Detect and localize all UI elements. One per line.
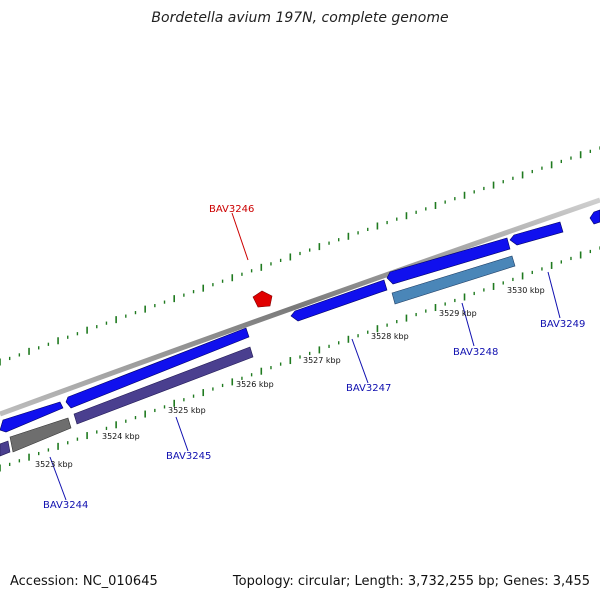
gene-arrow-bav3244-fwd[interactable] xyxy=(0,401,64,433)
leader-bav3247 xyxy=(351,338,369,384)
gene-label-bav3248[interactable]: BAV3248 xyxy=(453,347,498,358)
leader-bav3246 xyxy=(231,212,249,261)
gene-arrow-bav3249[interactable] xyxy=(509,221,564,246)
outer-tick-row xyxy=(0,146,600,366)
gene-arrow-bav3247[interactable] xyxy=(290,279,388,322)
gene-arrow-bav3244[interactable] xyxy=(9,417,72,453)
accession-text: Accession: NC_010645 xyxy=(10,574,158,589)
scale-label: 3530 kbp xyxy=(507,286,545,295)
gene-label-bav3244[interactable]: BAV3244 xyxy=(43,500,88,511)
page-title: Bordetella avium 197N, complete genome xyxy=(151,10,449,26)
gene-label-bav3246[interactable]: BAV3246 xyxy=(209,204,254,215)
leader-bav3249 xyxy=(547,271,561,319)
leader-bav3245 xyxy=(175,416,189,452)
scale-label: 3529 kbp xyxy=(439,309,477,318)
scale-label: 3525 kbp xyxy=(168,406,206,415)
gene-label-bav3249[interactable]: BAV3249 xyxy=(540,319,585,330)
gene-arrow-edge[interactable] xyxy=(589,209,600,225)
leader-bav3248 xyxy=(461,302,475,347)
genome-backbone xyxy=(0,197,600,417)
scale-label: 3523 kbp xyxy=(35,460,73,469)
gene-arrow-left-edge[interactable] xyxy=(0,440,11,457)
gene-arrow-bav3248-fwd[interactable] xyxy=(386,237,511,285)
gene-arrow-bav3245-fwd[interactable] xyxy=(65,327,250,409)
scale-label: 3526 kbp xyxy=(236,380,274,389)
leader-bav3244 xyxy=(49,456,67,501)
gene-arrow-bav3245[interactable] xyxy=(73,346,254,425)
gene-label-bav3247[interactable]: BAV3247 xyxy=(346,383,391,394)
scale-label: 3528 kbp xyxy=(371,332,409,341)
gene-arrow-bav3248[interactable] xyxy=(391,255,516,305)
inner-tick-row xyxy=(0,246,600,472)
gene-marker-bav3246[interactable] xyxy=(252,290,273,308)
gene-label-bav3245[interactable]: BAV3245 xyxy=(166,451,211,462)
scale-label: 3527 kbp xyxy=(303,356,341,365)
genome-summary-text: Topology: circular; Length: 3,732,255 bp… xyxy=(232,574,590,589)
scale-label: 3524 kbp xyxy=(102,432,140,441)
